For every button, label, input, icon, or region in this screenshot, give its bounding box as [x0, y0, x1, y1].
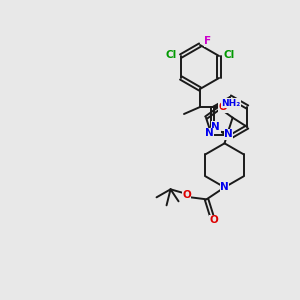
Text: O: O: [182, 190, 191, 200]
Text: F: F: [204, 36, 211, 46]
Text: N: N: [220, 182, 229, 192]
Text: NH₂: NH₂: [221, 98, 240, 107]
Text: Cl: Cl: [224, 50, 235, 60]
Text: N: N: [211, 122, 220, 132]
Text: N: N: [224, 129, 233, 139]
Text: Cl: Cl: [165, 50, 177, 60]
Text: N: N: [205, 128, 214, 138]
Text: O: O: [219, 102, 227, 112]
Text: O: O: [209, 215, 218, 225]
